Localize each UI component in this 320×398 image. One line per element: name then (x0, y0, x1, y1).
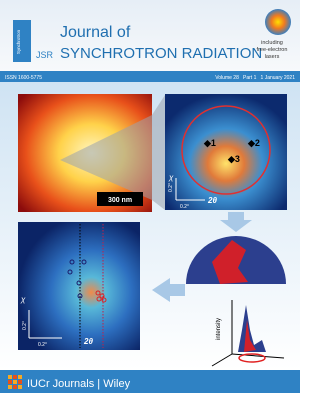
tick-label: 0.2° (38, 342, 47, 348)
tagline: lasers (265, 54, 280, 60)
axis-label: 2θ (207, 196, 217, 205)
marker: ◆3 (227, 154, 240, 164)
iucr-logo (8, 375, 22, 389)
title-line: SYNCHROTRON RADIATION (60, 45, 262, 62)
issn: ISSN 1600-5775 (5, 75, 42, 81)
tick-label: 0.2° (168, 183, 174, 192)
axis-label: χ (20, 295, 26, 304)
diffraction-image (165, 94, 287, 210)
scale-bar: 300 nm (108, 197, 132, 204)
tagline: free-electron (257, 47, 288, 53)
axis-label: intensity (216, 318, 222, 340)
diffraction-image (18, 222, 140, 350)
side-label: Synchrotron (16, 29, 21, 54)
cover: Synchrotron JSR Journal of SYNCHROTRON R… (0, 0, 300, 393)
tick-label: 0.2° (180, 204, 189, 210)
marker: ◆1 (203, 138, 216, 148)
issue: Volume 28 Part 1 1 January 2021 (215, 75, 295, 81)
title-line: Journal of (60, 24, 131, 41)
marker: ◆2 (247, 138, 260, 148)
axis-label: 2θ (83, 337, 93, 346)
tagline: including (261, 40, 283, 46)
fel-logo (265, 9, 291, 35)
axis-label: χ (168, 173, 174, 182)
tick-label: 0.2° (22, 321, 28, 330)
logo-text: JSR (36, 50, 54, 60)
publisher: IUCr Journals | Wiley (27, 378, 131, 390)
